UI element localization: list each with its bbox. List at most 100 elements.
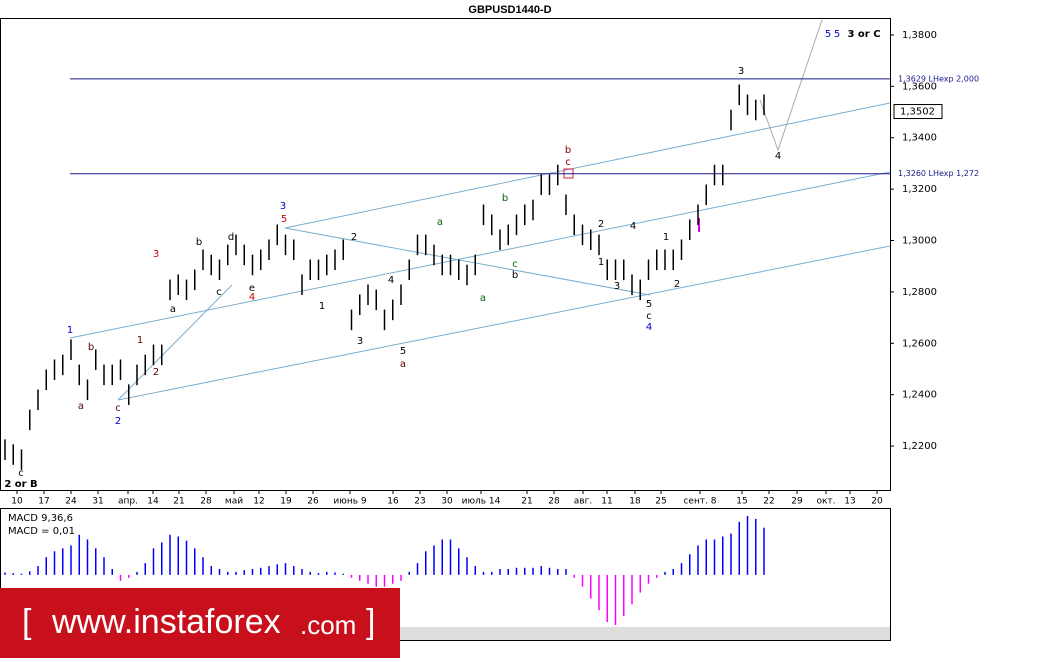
wave-label: 5 [281, 214, 287, 225]
wave-label: 1 [663, 232, 669, 243]
wave-label: b [88, 342, 94, 353]
wave-label: c [512, 259, 518, 270]
watermark-domain: .com [300, 610, 356, 640]
wave-label: c [216, 287, 222, 298]
wave-label: 3 [280, 201, 286, 212]
level-label: 1,3629 LHexp 2,000 [898, 74, 979, 83]
x-tick-label: 12 [253, 497, 264, 507]
y-tick-label: 1,3400 [902, 133, 937, 144]
channel-line [284, 227, 651, 296]
x-tick-label: 14 [147, 497, 159, 507]
x-tick-label: 30 [441, 497, 453, 507]
wave-label: b [502, 193, 508, 204]
y-tick-label: 1,2600 [902, 338, 937, 349]
x-tick-label: окт. [816, 497, 835, 507]
last-price-label: 1,3502 [900, 107, 935, 118]
x-tick-label: 19 [280, 497, 292, 507]
last-price-box [893, 104, 943, 120]
y-tick-label: 1,3600 [902, 81, 937, 92]
wave-label: 4 [630, 221, 636, 232]
x-tick-label: 21 [173, 497, 184, 507]
wave-label: 4 [249, 292, 255, 303]
x-tick-label: 24 [65, 497, 77, 507]
forecast-path [759, 19, 823, 152]
x-tick-label: июль 14 [462, 497, 501, 507]
x-tick-label: 26 [307, 497, 319, 507]
macd-value: MACD = 0,01 [8, 526, 75, 537]
wave-label: a [170, 304, 176, 315]
wave-label: a [78, 401, 84, 412]
y-tick-label: 1,2200 [902, 441, 937, 452]
channel-line [284, 102, 891, 229]
wave-label: d [228, 232, 234, 243]
x-tick-label: 20 [871, 497, 883, 507]
x-tick-label: май [225, 497, 243, 507]
wave-label: 1 [137, 335, 143, 346]
y-tick-label: 1,3000 [902, 236, 937, 247]
wave-label: a [480, 293, 486, 304]
wave-label: c [646, 311, 652, 322]
x-tick-label: 17 [38, 497, 49, 507]
wave-label: 2 [598, 219, 604, 230]
wave-label: 1 [67, 325, 73, 336]
wave-label: 5 [834, 29, 840, 40]
x-tick-label: июнь 9 [333, 497, 366, 507]
x-tick-label: 28 [548, 497, 560, 507]
wave-label: c [18, 468, 24, 479]
wave-label: b [196, 237, 202, 248]
x-tick-label: 25 [655, 497, 666, 507]
wave-label: c [115, 403, 121, 414]
x-tick-label: авг. [574, 497, 592, 507]
wave-label: 2 or B [4, 479, 37, 490]
y-tick-label: 1,2800 [902, 287, 937, 298]
wave-label: 5 [646, 299, 652, 310]
wave-label: e [249, 283, 255, 294]
y-tick-label: 1,3800 [902, 30, 937, 41]
x-tick-label: апр. [118, 497, 138, 507]
x-tick-label: сент. 8 [683, 497, 716, 507]
wave-label: c [565, 157, 571, 168]
wave-label: b [565, 145, 571, 156]
wave-label: 4 [646, 322, 652, 333]
macd-title: MACD 9,36,6 [8, 513, 73, 524]
y-tick-label: 1,2400 [902, 390, 937, 401]
macd-panel [0, 508, 891, 641]
wave-label: 2 [351, 232, 357, 243]
x-tick-label: 21 [521, 497, 532, 507]
wave-label: 3 [153, 249, 159, 260]
x-tick-label: 23 [414, 497, 425, 507]
price-panel [0, 18, 891, 491]
chart-title: GBPUSD1440-D [468, 4, 551, 16]
wave-label: 1 [319, 301, 325, 312]
x-tick-label: 15 [736, 497, 747, 507]
x-tick-label: 29 [791, 497, 803, 507]
x-tick-label: 16 [387, 497, 399, 507]
x-tick-label: 22 [763, 497, 774, 507]
x-tick-label: 13 [844, 497, 855, 507]
x-tick-label: 18 [629, 497, 641, 507]
wave-label: 4 [388, 275, 394, 286]
wave-label: 2 [153, 367, 159, 378]
x-tick-label: 31 [92, 497, 103, 507]
hatch-band [400, 627, 890, 640]
wave-label: a [437, 217, 443, 228]
x-tick-label: 28 [200, 497, 212, 507]
wave-label: 2 [674, 279, 680, 290]
wave-label: 2 [115, 416, 121, 427]
watermark-site: www.instaforex [51, 603, 281, 641]
wave-label: 3 [357, 336, 363, 347]
watermark-box [0, 588, 400, 658]
wave-label: 3 or C [847, 29, 880, 40]
wave-label: 5 [400, 346, 406, 357]
wave-label: 3 [614, 281, 620, 292]
channel-line [117, 245, 891, 401]
watermark-bracket: ] [366, 603, 375, 641]
wave-label: 4 [775, 151, 781, 162]
wave-label: 1 [598, 257, 604, 268]
y-tick-label: 1,3200 [902, 184, 937, 195]
x-tick-label: 10 [11, 497, 23, 507]
level-label: 1,3260 LHexp 1,272 [898, 169, 979, 178]
